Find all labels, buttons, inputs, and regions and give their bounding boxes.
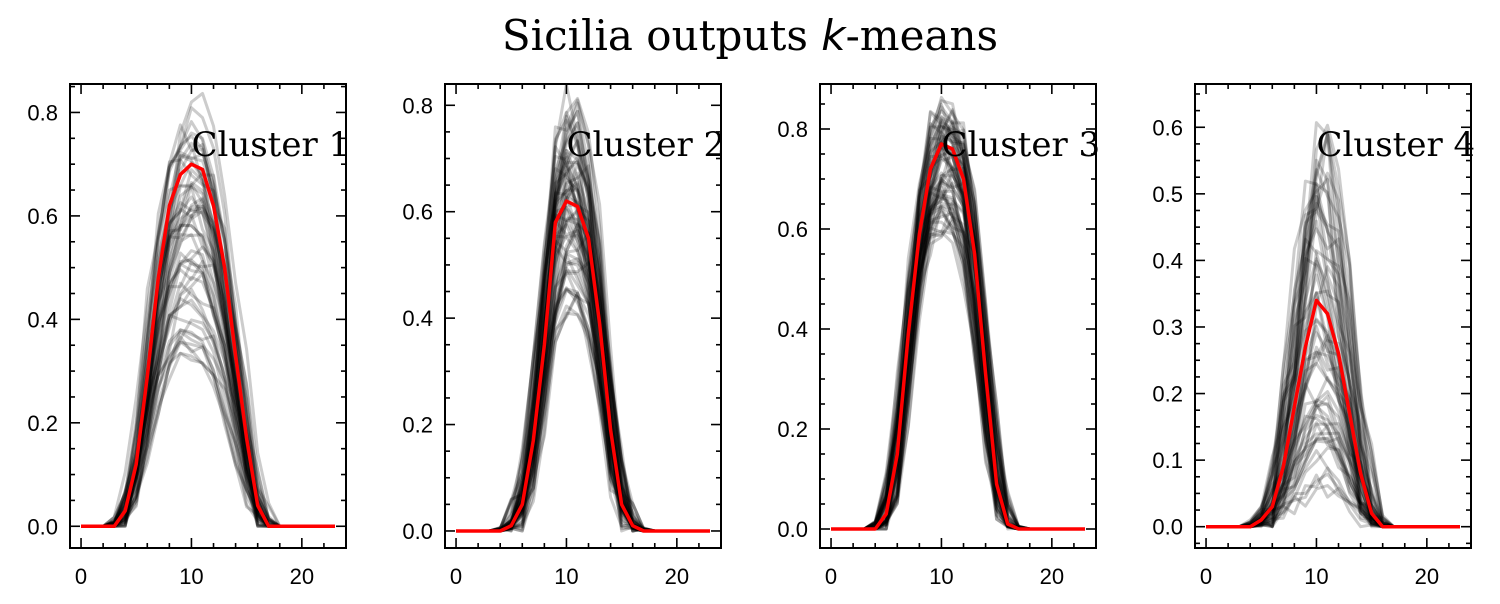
x-tick-label: 10 — [179, 564, 203, 589]
member-line — [831, 229, 1085, 531]
title-symbol: k — [821, 11, 847, 60]
y-tick-label: 0.6 — [777, 217, 808, 242]
member-line — [81, 260, 335, 528]
member-line — [831, 205, 1085, 531]
y-tick-label: 0.1 — [1152, 448, 1183, 473]
y-tick-label: 0.8 — [27, 100, 58, 125]
y-tick-label: 0.0 — [1152, 515, 1183, 540]
y-tick-label: 0.8 — [777, 117, 808, 142]
member-line — [81, 259, 335, 528]
y-tick-label: 0.5 — [1152, 182, 1183, 207]
x-tick-label: 20 — [1040, 564, 1064, 589]
x-tick-label: 10 — [929, 564, 953, 589]
member-curves — [1206, 121, 1460, 529]
cluster-label: Cluster 4 — [1316, 125, 1475, 165]
panel-4: 0 10 20 0.0 0.1 0.2 0.3 0.4 0.5 0.6 Cluster 4 — [1152, 83, 1475, 589]
cluster-label: Cluster 2 — [566, 125, 725, 165]
member-line — [81, 262, 335, 528]
y-tick-label: 0.2 — [777, 417, 808, 442]
cluster-label: Cluster 3 — [941, 125, 1100, 165]
member-line — [81, 281, 335, 528]
member-line — [831, 171, 1085, 531]
panel-1: 0 10 20 0.0 0.2 0.4 0.6 0.8 Cluster 1 — [27, 83, 350, 589]
x-tick-label: 10 — [1304, 564, 1328, 589]
plot-frame — [819, 83, 1097, 549]
y-tick-label: 0.4 — [1152, 248, 1183, 273]
member-line — [831, 140, 1085, 531]
chart-title: Sicilia outputs k-means — [502, 11, 998, 60]
plot-frame — [444, 83, 722, 549]
y-tick-label: 0.2 — [402, 413, 433, 438]
member-line — [1206, 466, 1460, 529]
centroid-line — [81, 162, 335, 529]
member-line — [456, 304, 710, 533]
x-tick-label: 10 — [554, 564, 578, 589]
member-line — [1206, 484, 1460, 529]
centroid-line — [1206, 298, 1460, 529]
member-line — [831, 141, 1085, 531]
y-tick-label: 0.4 — [27, 307, 58, 332]
y-tick-label: 0.8 — [402, 93, 433, 118]
panels: 0 10 20 0.0 0.2 0.4 0.6 0.8 Cluster 1 0 10 20 0.0 0.2… — [27, 83, 1475, 589]
member-line — [1206, 259, 1460, 529]
plot-frame — [1194, 83, 1472, 549]
y-tick-label: 0.2 — [27, 411, 58, 436]
y-tick-label: 0.0 — [27, 514, 58, 539]
panel-2: 0 10 20 0.0 0.2 0.4 0.6 0.8 Cluster 2 — [402, 83, 725, 589]
plot-frame — [69, 83, 347, 549]
member-line — [81, 272, 335, 528]
y-tick-label: 0.4 — [777, 317, 808, 342]
member-line — [1206, 446, 1460, 529]
x-tick-label: 0 — [450, 564, 462, 589]
x-tick-label: 20 — [290, 564, 314, 589]
y-tick-label: 0.6 — [1152, 115, 1183, 140]
member-line — [81, 275, 335, 528]
y-tick-label: 0.6 — [402, 200, 433, 225]
centroid-line — [831, 142, 1085, 531]
y-tick-label: 0.4 — [402, 306, 433, 331]
x-tick-label: 0 — [1200, 564, 1212, 589]
x-tick-label: 0 — [75, 564, 87, 589]
y-tick-label: 0.0 — [777, 517, 808, 542]
x-tick-label: 20 — [1415, 564, 1439, 589]
y-tick-label: 0.2 — [1152, 382, 1183, 407]
member-line — [831, 226, 1085, 531]
x-tick-label: 20 — [665, 564, 689, 589]
title-prefix: Sicilia outputs — [502, 11, 821, 60]
member-line — [456, 311, 710, 533]
title-suffix: -means — [846, 11, 999, 60]
panel-3: 0 10 20 0.0 0.2 0.4 0.6 0.8 Cluster 3 — [777, 83, 1100, 589]
x-tick-label: 0 — [825, 564, 837, 589]
member-line — [1206, 394, 1460, 529]
member-line — [1206, 449, 1460, 529]
centroid-line — [456, 199, 710, 533]
cluster-label: Cluster 1 — [191, 125, 350, 165]
member-line — [831, 143, 1085, 531]
y-tick-label: 0.3 — [1152, 315, 1183, 340]
y-tick-label: 0.0 — [402, 519, 433, 544]
y-tick-label: 0.6 — [27, 204, 58, 229]
